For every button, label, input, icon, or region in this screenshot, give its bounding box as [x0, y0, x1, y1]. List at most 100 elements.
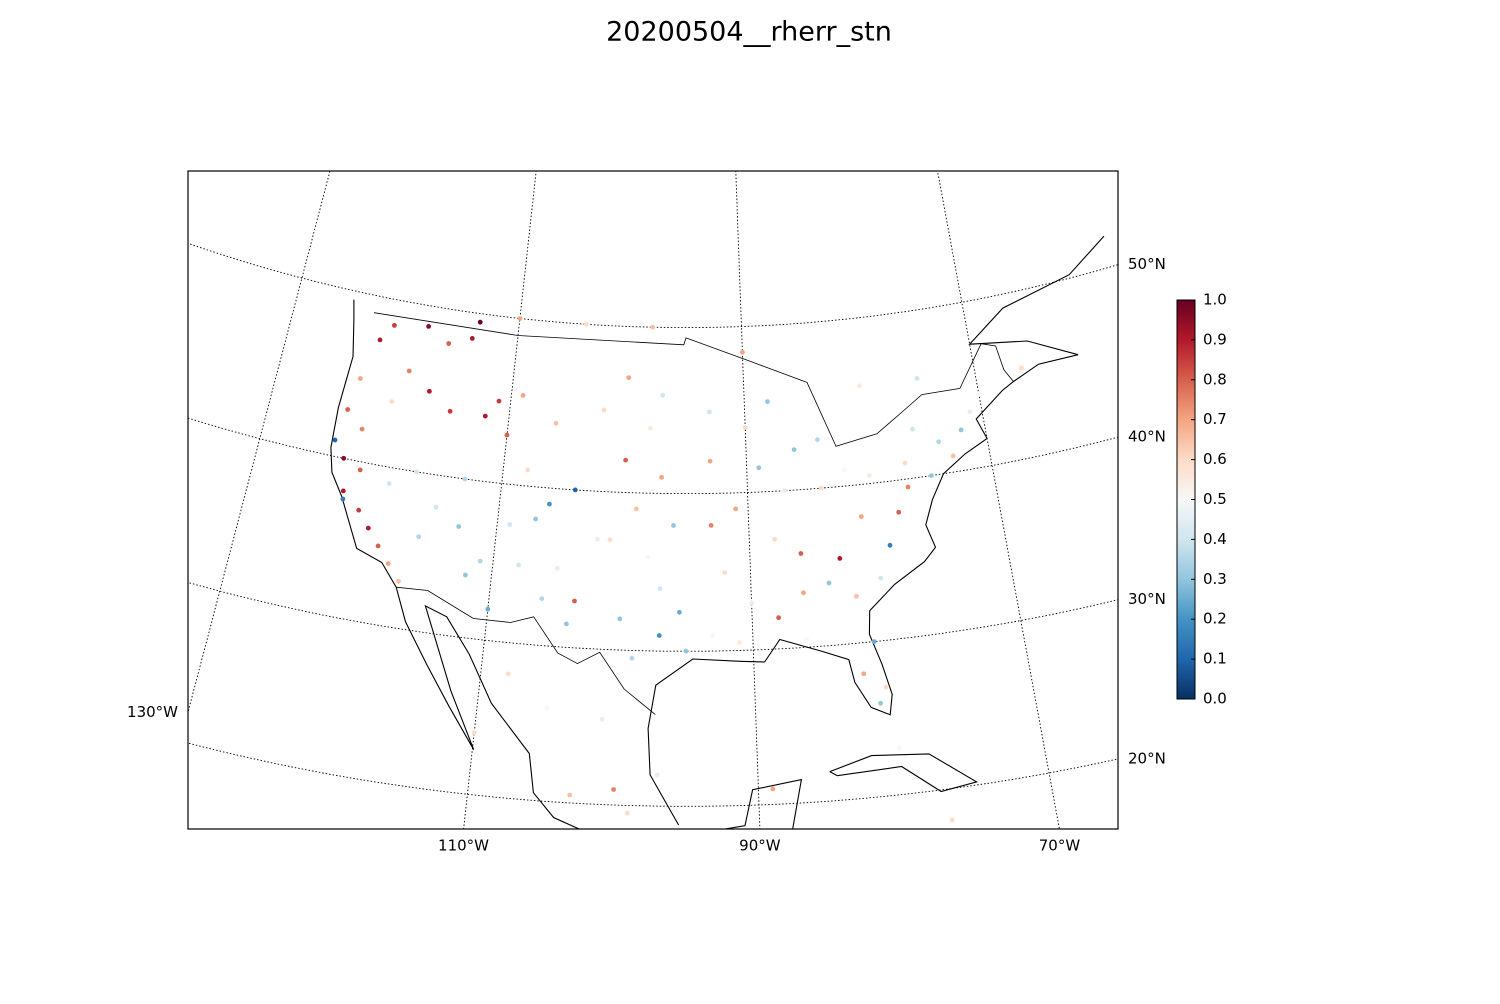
station-point	[413, 469, 419, 475]
station-point	[416, 534, 422, 540]
lon-label: 70°W	[1039, 837, 1081, 855]
station-point	[356, 507, 362, 513]
station-point	[357, 376, 363, 381]
station-point	[564, 621, 569, 627]
station-point	[520, 393, 526, 398]
station-point	[708, 523, 714, 528]
station-point	[871, 639, 877, 644]
station-point	[671, 523, 676, 528]
station-point	[826, 580, 832, 586]
station-point	[607, 537, 613, 543]
station-point	[976, 391, 982, 396]
station-point	[905, 484, 911, 490]
station-point	[645, 554, 651, 560]
colorbar-tick-label: 1.0	[1203, 291, 1227, 309]
station-point	[765, 399, 770, 405]
station-point	[740, 349, 745, 355]
station-point	[340, 488, 346, 494]
station-point	[392, 323, 397, 328]
station-point	[426, 324, 431, 329]
station-point	[626, 375, 632, 380]
station-point	[427, 388, 432, 394]
station-point	[854, 593, 859, 599]
station-point	[878, 575, 884, 581]
coastline	[829, 753, 979, 793]
colorbar-tick-label: 0.4	[1203, 530, 1227, 548]
station-point	[710, 633, 716, 638]
station-point	[386, 481, 392, 486]
station-point	[958, 427, 964, 433]
station-point	[677, 609, 682, 615]
station-point	[365, 525, 371, 531]
border	[396, 586, 656, 715]
border	[373, 312, 1014, 447]
station-point	[544, 705, 550, 711]
station-point	[902, 460, 908, 466]
colorbar-tick-label: 0.2	[1203, 610, 1227, 628]
station-point	[496, 398, 502, 404]
station-point	[896, 509, 902, 515]
station-point	[623, 457, 628, 463]
station-point	[477, 319, 483, 325]
station-point	[533, 516, 538, 522]
station-point	[507, 522, 513, 527]
station-point	[633, 506, 639, 512]
station-point	[858, 514, 864, 519]
colorbar-tick-label: 0.8	[1203, 370, 1227, 388]
lon-label: 110°W	[438, 837, 489, 855]
station-point	[547, 501, 552, 507]
station-point	[389, 399, 395, 404]
station-point	[341, 455, 347, 461]
lat-label: 40°N	[1128, 428, 1166, 446]
station-point	[446, 341, 452, 346]
station-point	[841, 467, 847, 473]
station-point	[611, 787, 616, 792]
station-point	[447, 408, 453, 414]
station-point	[359, 426, 365, 432]
station-point	[462, 476, 468, 482]
station-point	[385, 561, 391, 566]
station-point	[782, 488, 787, 494]
station-point	[878, 700, 883, 706]
station-point	[648, 425, 653, 431]
station-point	[595, 536, 600, 542]
station-point	[517, 316, 523, 321]
station-point	[936, 439, 941, 445]
station-point	[572, 598, 577, 604]
station-point	[553, 420, 559, 426]
station-point	[456, 524, 462, 529]
colorbar-tick-label: 0.1	[1203, 650, 1227, 668]
station-point	[742, 425, 748, 430]
station-point	[772, 536, 777, 542]
station-point	[599, 716, 605, 722]
station-point	[656, 633, 662, 638]
station-point	[683, 648, 689, 654]
station-point	[883, 684, 889, 690]
station-point	[617, 616, 623, 622]
meridian-line	[463, 171, 537, 829]
station-point	[950, 453, 956, 459]
station-point	[660, 392, 666, 398]
station-point	[471, 730, 477, 735]
station-point	[463, 572, 468, 578]
station-point	[477, 558, 483, 564]
station-point	[791, 447, 797, 452]
colorbar-tick-label: 0.5	[1203, 490, 1227, 508]
station-point	[583, 321, 589, 327]
station-point	[1019, 365, 1024, 371]
station-point	[625, 810, 630, 816]
station-point	[650, 324, 656, 330]
station-point	[857, 383, 862, 389]
station-point	[733, 506, 739, 512]
colorbar-tick-label: 0.3	[1203, 570, 1227, 588]
colorbar-tick-label: 0.9	[1203, 330, 1227, 348]
station-point	[525, 467, 531, 473]
station-point	[818, 485, 824, 491]
lat-label: 30°N	[1128, 590, 1166, 608]
station-point	[707, 409, 712, 415]
map-frame	[187, 170, 1119, 830]
colorbar-tick-label: 0.0	[1203, 690, 1227, 708]
station-point	[601, 407, 607, 413]
